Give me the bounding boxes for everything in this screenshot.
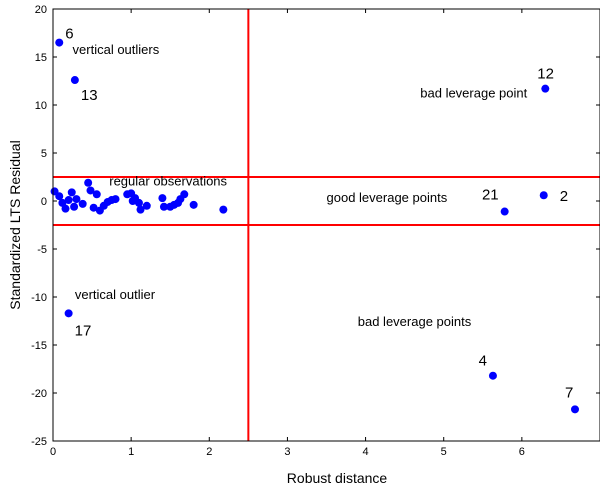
point-label: 12 xyxy=(537,66,554,83)
y-tick-label: -10 xyxy=(31,292,47,304)
data-point xyxy=(72,195,81,204)
data-point xyxy=(539,191,548,200)
point-label: 7 xyxy=(565,384,573,401)
data-point xyxy=(64,309,73,318)
point-labels: 6 13 12 2 21 17 4 7 xyxy=(65,26,573,402)
data-point xyxy=(136,205,145,214)
y-axis-ticks: 20 15 10 5 0 -5 -10 -15 -20 -25 xyxy=(31,4,600,448)
point-label: 21 xyxy=(482,187,499,204)
data-point xyxy=(189,200,198,209)
data-point xyxy=(500,207,509,216)
point-label: 13 xyxy=(81,87,98,104)
data-point xyxy=(67,188,76,197)
region-annotation: vertical outlier xyxy=(75,287,156,302)
data-point xyxy=(70,202,79,211)
point-label: 2 xyxy=(560,188,568,205)
x-tick-label: 1 xyxy=(128,446,134,458)
plot-frame xyxy=(52,8,600,442)
x-tick-label: 6 xyxy=(519,446,525,458)
data-point xyxy=(159,202,168,211)
data-point xyxy=(84,178,93,187)
x-tick-label: 2 xyxy=(206,446,212,458)
data-points xyxy=(50,38,579,414)
data-point xyxy=(158,194,167,203)
region-annotation: bad leverage points xyxy=(358,314,472,329)
cutoff-lines xyxy=(53,9,600,441)
data-point xyxy=(89,203,98,212)
y-tick-label: 15 xyxy=(35,52,47,64)
x-tick-label: 0 xyxy=(50,446,56,458)
region-annotation: vertical outliers xyxy=(73,42,160,57)
region-annotation: good leverage points xyxy=(327,190,448,205)
y-tick-label: 0 xyxy=(41,196,47,208)
data-point xyxy=(570,405,579,414)
data-point xyxy=(86,186,95,195)
x-tick-label: 4 xyxy=(363,446,369,458)
region-annotation: bad leverage point xyxy=(420,85,527,100)
data-point xyxy=(70,76,79,85)
data-point xyxy=(61,204,70,213)
data-point xyxy=(55,192,64,201)
data-point xyxy=(78,199,87,208)
data-point xyxy=(219,205,228,214)
data-point xyxy=(111,195,120,204)
y-tick-label: -20 xyxy=(31,388,47,400)
y-tick-label: 20 xyxy=(35,4,47,16)
y-tick-label: -5 xyxy=(37,244,47,256)
data-point xyxy=(142,201,151,210)
x-axis-ticks: 0 1 2 3 4 5 6 xyxy=(50,9,525,458)
data-point xyxy=(55,38,64,47)
y-tick-label: -25 xyxy=(31,436,47,448)
data-point xyxy=(180,190,189,199)
data-point xyxy=(541,84,550,93)
region-annotation: regular observations xyxy=(109,174,227,189)
point-label: 6 xyxy=(65,26,73,43)
data-point xyxy=(64,196,73,205)
y-tick-label: -15 xyxy=(31,340,47,352)
x-tick-label: 5 xyxy=(441,446,447,458)
y-tick-label: 10 xyxy=(35,100,47,112)
x-axis-label: Robust distance xyxy=(287,470,388,486)
region-annotations: vertical outliers bad leverage point regul… xyxy=(73,42,528,329)
data-point xyxy=(488,371,497,380)
data-point xyxy=(92,190,101,199)
y-tick-label: 5 xyxy=(41,148,47,160)
x-tick-label: 3 xyxy=(284,446,290,458)
point-label: 17 xyxy=(75,322,92,339)
point-label: 4 xyxy=(479,353,487,370)
y-axis-label: Standardized LTS Residual xyxy=(7,140,23,309)
data-point xyxy=(134,198,143,207)
